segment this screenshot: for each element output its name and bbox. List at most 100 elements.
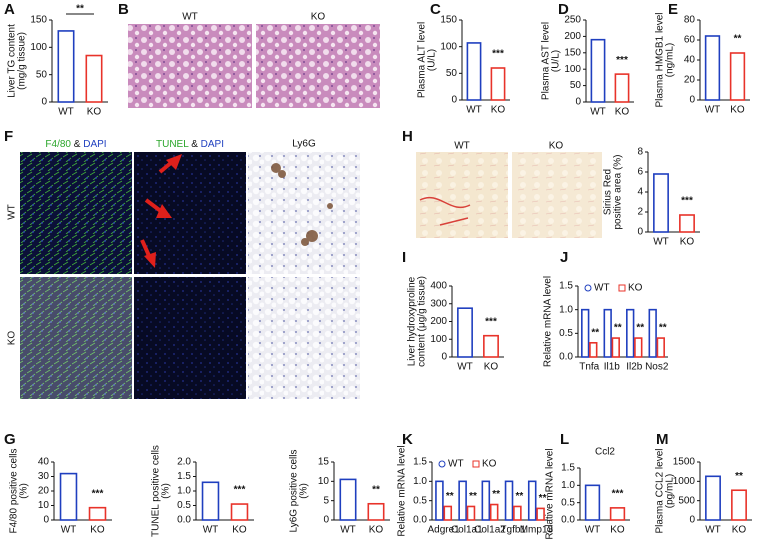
panel-letter: I (402, 249, 406, 266)
y-tick-label: 1.5 (413, 457, 427, 468)
y-axis-label: F4/80 positive cells (9, 448, 20, 533)
y-axis-label: (U/L) (427, 49, 438, 71)
bar (483, 334, 499, 358)
significance: *** (234, 485, 246, 496)
y-tick-label: 80 (684, 15, 696, 26)
y-axis-label: Relative mRNA level (397, 445, 408, 536)
y-tick-label: 1.5 (177, 471, 191, 482)
legend-marker (438, 460, 446, 468)
y-tick-label: 1.0 (559, 304, 573, 315)
significance: *** (92, 488, 104, 499)
x-tick-label: Tnfa (579, 362, 599, 373)
row-label: WT (7, 204, 18, 220)
panel-letter: M (656, 431, 669, 448)
significance: ** (591, 327, 599, 338)
x-tick-label: WT (58, 107, 74, 118)
bar (85, 54, 103, 103)
bar (230, 503, 249, 521)
y-axis-label: (U/L) (551, 50, 562, 72)
micrograph (416, 152, 508, 238)
x-tick-label: WT (705, 525, 721, 536)
y-tick-label: 0 (689, 95, 695, 106)
significance: ** (372, 484, 380, 495)
panel-letter: B (118, 1, 129, 18)
legend-label: KO (482, 459, 497, 470)
y-tick-label: 2.0 (177, 457, 191, 468)
x-tick-label: Il2b (626, 362, 643, 373)
legend-label: WT (448, 459, 464, 470)
y-axis-label: Relative mRNA level (545, 448, 556, 539)
panel-letter: D (558, 1, 569, 18)
significance: *** (616, 55, 628, 66)
y-tick-label: 5 (323, 495, 329, 506)
y-axis-label: Plasma AST level (541, 22, 552, 100)
y-axis-label: Plasma ALT level (417, 22, 428, 98)
legend-marker (584, 284, 592, 292)
x-tick-label: Tgfb1 (500, 525, 526, 536)
bar (589, 341, 598, 358)
y-tick-label: 400 (430, 281, 447, 292)
x-tick-label: KO (610, 525, 625, 536)
y-tick-label: 0.0 (559, 352, 573, 363)
chart-title: Ccl2 (595, 447, 615, 458)
significance: ** (659, 323, 667, 334)
bar (88, 506, 107, 521)
y-tick-label: 0.5 (561, 497, 575, 508)
x-tick-label: KO (90, 525, 105, 536)
y-tick-label: 60 (684, 35, 696, 46)
bar (603, 308, 612, 358)
image-label: WT (182, 12, 198, 23)
image-label: TUNEL & DAPI (156, 139, 224, 150)
y-axis-label: Plasma CCL2 level (655, 448, 666, 533)
y-tick-label: 150 (440, 15, 457, 26)
x-tick-label: WT (340, 525, 356, 536)
y-tick-label: 200 (564, 31, 581, 42)
panel-letter: G (4, 431, 16, 448)
bar (481, 480, 491, 521)
bar (57, 30, 75, 103)
y-tick-label: 0.5 (413, 495, 427, 506)
x-tick-label: WT (653, 237, 669, 248)
x-tick-label: WT (705, 105, 721, 116)
micrograph (248, 277, 360, 399)
y-tick-label: 0 (41, 97, 47, 108)
bar (679, 214, 695, 233)
x-tick-label: WT (61, 525, 77, 536)
x-tick-label: WT (585, 525, 601, 536)
bar (614, 73, 630, 103)
bar (536, 507, 545, 521)
bar (59, 472, 78, 521)
micrograph (134, 277, 246, 399)
y-tick-label: 0 (323, 515, 329, 526)
x-tick-label: WT (590, 107, 606, 118)
y-tick-label: 20 (38, 486, 50, 497)
bar (609, 507, 626, 521)
x-tick-label: KO (484, 362, 499, 373)
arrows (140, 154, 182, 268)
x-tick-label: Nos2 (645, 362, 669, 373)
y-axis-label: (%) (161, 483, 172, 499)
significance: ** (469, 491, 477, 502)
y-axis-label: Ly6G positive cells (289, 450, 300, 533)
x-tick-label: WT (466, 105, 482, 116)
significance: ** (636, 323, 644, 334)
bar (704, 35, 721, 101)
y-tick-label: 4 (637, 187, 643, 198)
y-tick-label: 50 (570, 80, 582, 91)
stain-spots (271, 163, 333, 246)
x-tick-label: KO (732, 525, 747, 536)
bar (201, 481, 220, 521)
y-axis-label: Sirius Red (603, 169, 614, 215)
y-tick-label: 1.5 (559, 281, 573, 292)
stain: DAPI (83, 139, 106, 150)
bar (489, 503, 499, 521)
collagen (419, 197, 471, 226)
significance: *** (492, 49, 504, 60)
y-tick-label: 40 (38, 457, 50, 468)
x-tick-label: WT (203, 525, 219, 536)
y-tick-label: 100 (430, 334, 447, 345)
bar (527, 480, 537, 521)
significance: ** (76, 4, 84, 15)
y-tick-label: 0 (637, 227, 643, 238)
y-axis-label: Liver hydroxyproline (407, 276, 418, 366)
